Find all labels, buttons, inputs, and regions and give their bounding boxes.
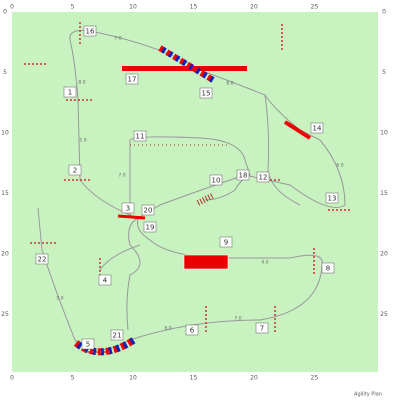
- distance-label: 6.0: [336, 163, 343, 169]
- x-axis-label: 5: [71, 4, 75, 11]
- y-axis-label: 20: [1, 251, 9, 258]
- distance-label: 5.0: [56, 296, 63, 302]
- number-box: [236, 169, 250, 181]
- obstacle-number: 8: [326, 265, 330, 273]
- y-axis-label: 10: [1, 130, 9, 137]
- x-axis-label: 20: [250, 375, 258, 382]
- table: [117, 214, 146, 220]
- obstacle-number: 22: [38, 256, 47, 264]
- obstacle-number: 2: [73, 167, 77, 175]
- distance-label: 6.0: [226, 81, 233, 87]
- number-box: [310, 122, 324, 134]
- obstacle-number: 5: [86, 341, 90, 349]
- distance-label: 4.0: [261, 260, 268, 266]
- dog-walk: [122, 66, 247, 71]
- route: [37, 29, 346, 351]
- y-axis-label: 10: [380, 130, 388, 137]
- y-axis-label: 25: [1, 311, 9, 318]
- number-box: [83, 25, 97, 37]
- obstacle-number: 7: [260, 325, 264, 333]
- number-box: [125, 73, 139, 85]
- number-box: [35, 253, 49, 265]
- obstacle-number: 4: [103, 277, 108, 285]
- x-axis-label: 10: [129, 4, 137, 11]
- y-axis-label: 5: [3, 69, 7, 76]
- y-axis-label: 25: [380, 311, 388, 318]
- number-box: [219, 236, 233, 248]
- y-axis-label: 5: [382, 69, 386, 76]
- route: [99, 94, 301, 271]
- distance-label: 5.0: [79, 138, 86, 144]
- obstacle-number: 16: [86, 28, 95, 36]
- x-axis-label: 0: [10, 375, 14, 382]
- obstacle-number: 1: [68, 89, 72, 97]
- y-axis-label: 15: [380, 190, 388, 197]
- number-box: [255, 322, 269, 334]
- tunnel: [183, 254, 229, 270]
- distance-label: 8.0: [78, 80, 85, 86]
- obstacle-number: 10: [212, 177, 221, 185]
- number-box: [325, 192, 339, 204]
- distance-label: 7.0: [234, 316, 241, 322]
- x-axis-label: 0: [10, 4, 14, 11]
- distance-label: 7.0: [114, 36, 121, 42]
- obstacle-number: 3: [126, 205, 130, 213]
- distance-label: 7.0: [118, 173, 125, 179]
- number-box: [199, 87, 213, 99]
- number-box: [121, 202, 135, 214]
- obstacle-number: 9: [224, 239, 228, 247]
- tire: [283, 120, 312, 140]
- number-box: [110, 329, 124, 341]
- x-axis-label: 15: [190, 375, 198, 382]
- obstacle-number: 12: [259, 174, 268, 182]
- x-axis-label: 10: [129, 375, 137, 382]
- obstacle-number: 14: [313, 125, 322, 133]
- y-axis-label: 20: [380, 251, 388, 258]
- number-box: [81, 338, 95, 350]
- obstacle-number: 6: [190, 327, 195, 335]
- number-box: [68, 164, 82, 176]
- number-box: [63, 86, 77, 98]
- number-box: [98, 274, 112, 286]
- x-axis-label: 25: [311, 4, 319, 11]
- distance-label: 8.0: [164, 326, 171, 332]
- footer: Agility Plan: [354, 392, 382, 398]
- tunnel: [158, 45, 215, 83]
- obstacle-number: 13: [328, 195, 337, 203]
- number-box: [256, 171, 270, 183]
- tunnel: [73, 337, 136, 356]
- obstacle-number: 18: [239, 172, 248, 180]
- x-axis-label: 20: [250, 4, 258, 11]
- obstacle-number: 15: [202, 90, 211, 98]
- number-box: [143, 221, 157, 233]
- obstacle-number: 21: [113, 332, 122, 340]
- obstacle-number: 11: [136, 133, 145, 141]
- obstacle-number: 20: [144, 207, 153, 215]
- number-box: [141, 204, 155, 216]
- number-box: [185, 324, 199, 336]
- y-axis-label: 0: [3, 9, 7, 16]
- number-box: [209, 174, 223, 186]
- number-box: [133, 130, 147, 142]
- y-axis-label: 0: [382, 9, 386, 16]
- x-axis-label: 5: [71, 375, 75, 382]
- number-box: [321, 262, 335, 274]
- y-axis-label: 15: [1, 190, 9, 197]
- obstacle-number: 19: [146, 224, 155, 232]
- x-axis-label: 25: [311, 375, 319, 382]
- obstacle-number: 17: [128, 76, 137, 84]
- obstacles: [24, 22, 352, 356]
- x-axis-label: 15: [190, 4, 198, 11]
